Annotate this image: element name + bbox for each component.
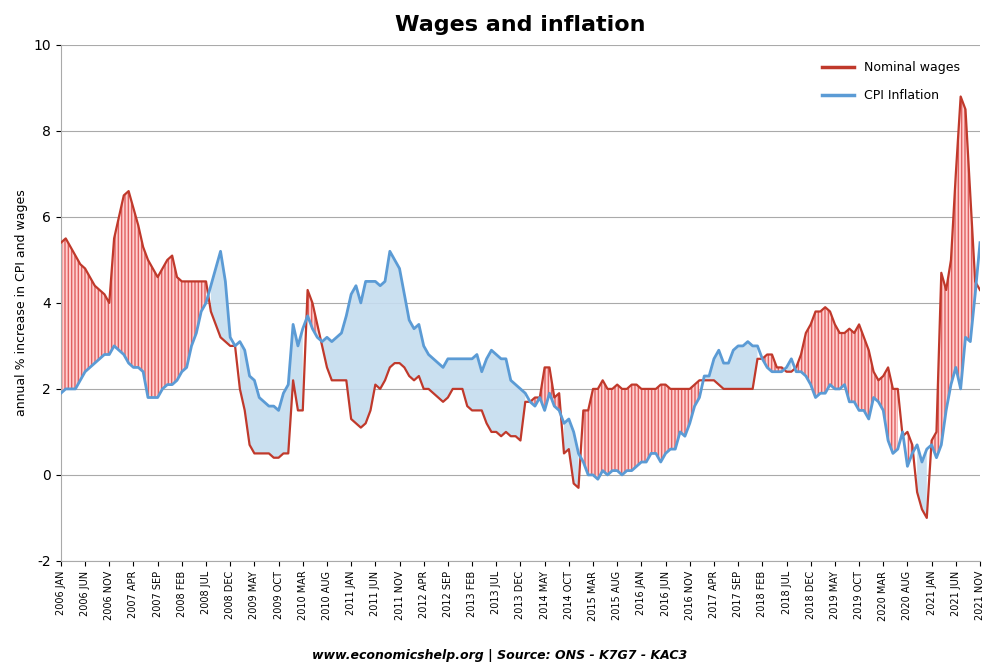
Title: Wages and inflation: Wages and inflation <box>395 15 646 35</box>
Y-axis label: annual % increase in CPI and wages: annual % increase in CPI and wages <box>15 189 28 416</box>
Text: www.economicshelp.org | Source: ONS - K7G7 - KAC3: www.economicshelp.org | Source: ONS - K7… <box>312 649 688 662</box>
Legend: Nominal wages, CPI Inflation: Nominal wages, CPI Inflation <box>817 56 965 107</box>
